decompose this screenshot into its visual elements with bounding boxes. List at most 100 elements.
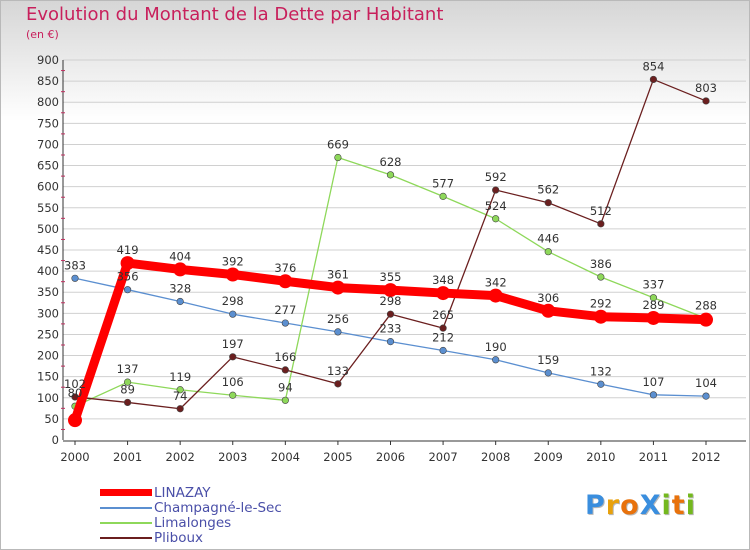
legend-item: LINAZAY: [100, 485, 282, 501]
data-point: [386, 338, 395, 346]
data-label: 361: [327, 268, 349, 282]
data-label: 102: [64, 377, 86, 391]
data-point: [439, 346, 447, 355]
data-label: 337: [642, 278, 664, 292]
logo-letter: o: [620, 490, 640, 521]
logo-letter: r: [605, 490, 621, 521]
data-point: [173, 262, 188, 277]
data-label: 106: [222, 375, 244, 389]
y-tick-label: 150: [37, 370, 59, 384]
data-point: [386, 310, 395, 318]
data-label: 376: [274, 261, 296, 275]
data-point: [278, 274, 293, 289]
legend-label: Champagné-le-Sec: [154, 499, 282, 516]
data-point: [646, 310, 661, 325]
data-point: [544, 369, 552, 377]
data-label: 197: [222, 337, 244, 351]
legend-swatch: [100, 489, 152, 496]
data-label: 80: [68, 386, 83, 400]
y-tick-label: 350: [37, 285, 59, 299]
y-tick-label: 200: [37, 349, 59, 363]
data-point: [71, 274, 79, 282]
data-point: [176, 405, 184, 413]
y-tick-label: 800: [37, 95, 59, 109]
data-point: [383, 283, 398, 298]
x-tick-label: 2004: [271, 450, 300, 464]
legend-item: Pliboux: [100, 529, 282, 546]
data-point: [597, 380, 605, 388]
x-tick-label: 2000: [60, 450, 89, 464]
y-tick-label: 900: [37, 53, 59, 67]
legend-label: Pliboux: [154, 529, 204, 546]
legend: LINAZAY Champagné-le-Sec Limalonges Pliboux: [100, 485, 282, 546]
y-tick-label: 100: [37, 391, 59, 405]
data-label: 94: [278, 380, 293, 394]
data-label: 298: [380, 294, 402, 308]
data-point: [492, 215, 500, 223]
axes: 0 50 100 150 200 250 300 350 400 450 500 550 600 650 7…: [37, 53, 746, 464]
data-point: [649, 75, 658, 84]
legend-swatch: [100, 536, 152, 539]
data-label: 298: [222, 294, 244, 308]
y-tick-label: 300: [37, 306, 59, 320]
data-label: 107: [642, 375, 664, 389]
data-label: 306: [537, 291, 559, 305]
x-tick-label: 2002: [166, 450, 195, 464]
data-point: [649, 391, 658, 399]
y-tick-label: 750: [37, 116, 59, 130]
data-point: [492, 186, 500, 194]
legend-swatch: [100, 521, 152, 524]
series-line-pliboux: [74, 78, 707, 410]
data-label: 854: [642, 59, 664, 73]
data-point: [68, 413, 82, 428]
y-tick-label: 450: [37, 243, 59, 257]
data-point: [281, 319, 289, 327]
legend-swatch: [100, 506, 152, 509]
data-label: 392: [222, 254, 244, 268]
logo-letter: i: [661, 490, 672, 521]
data-point: [436, 286, 451, 301]
data-point: [176, 386, 184, 394]
data-label: 348: [432, 273, 454, 287]
y-tick-label: 250: [37, 327, 59, 341]
x-tick-label: 2003: [218, 450, 247, 464]
data-label: 288: [695, 298, 717, 312]
data-label: 190: [485, 340, 507, 354]
data-point: [334, 328, 342, 336]
y-tick-label: 50: [44, 412, 59, 426]
data-label: 356: [117, 270, 139, 284]
x-tick-label: 2012: [691, 450, 720, 464]
y-tick-label: 0: [52, 433, 59, 447]
data-point: [225, 267, 240, 282]
data-point: [334, 153, 342, 162]
x-tick-label: 2007: [428, 450, 457, 464]
proxiti-logo: ProXiti: [585, 490, 696, 521]
data-label: 159: [537, 353, 559, 367]
data-point: [597, 220, 605, 228]
data-point: [597, 273, 605, 281]
data-label: 292: [590, 297, 612, 311]
data-point: [334, 380, 342, 388]
legend-item: Limalonges: [100, 515, 282, 531]
data-labels: 383 356 328 298 277 256 233 212 190 159 132 107 104 8…: [64, 59, 717, 402]
data-label: 524: [485, 199, 507, 213]
data-label: 562: [537, 183, 559, 197]
data-label: 355: [380, 270, 402, 284]
data-label: 577: [432, 176, 454, 190]
data-point: [229, 310, 237, 318]
x-tick-label: 2006: [376, 450, 405, 464]
data-point: [699, 312, 713, 327]
data-label: 277: [274, 303, 296, 317]
y-tick-label: 400: [37, 264, 59, 278]
data-point: [120, 256, 135, 271]
data-point: [544, 248, 552, 256]
data-point: [176, 297, 184, 306]
y-tick-label: 600: [37, 180, 59, 194]
data-label: 104: [695, 376, 717, 390]
chart-title: Evolution du Montant de la Dette par Hab…: [26, 4, 444, 25]
logo-letter: i: [685, 490, 696, 521]
y-tick-label: 850: [37, 74, 59, 88]
y-tick-label: 700: [37, 137, 59, 151]
data-point: [123, 378, 132, 386]
